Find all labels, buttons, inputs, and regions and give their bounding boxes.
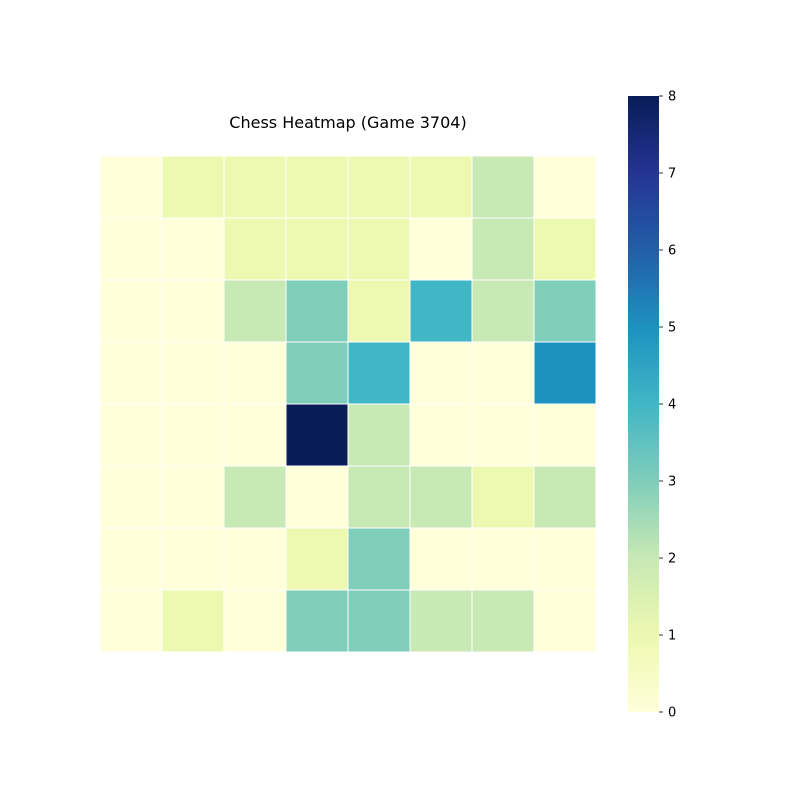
chart-title: Chess Heatmap (Game 3704) bbox=[229, 113, 466, 132]
heatmap-cell-r1-c0 bbox=[99, 217, 163, 281]
heatmap-cell-r3-c3 bbox=[285, 341, 349, 405]
heatmap-cell-r6-c6 bbox=[471, 527, 535, 591]
heatmap-cells bbox=[99, 155, 597, 653]
heatmap-cell-r0-c2 bbox=[223, 155, 287, 219]
colorbar-tick-label: 0 bbox=[668, 706, 676, 721]
heatmap-cell-r6-c2 bbox=[223, 527, 287, 591]
heatmap-cell-r7-c1 bbox=[161, 589, 225, 653]
heatmap-cell-r2-c3 bbox=[285, 279, 349, 343]
heatmap-cell-r1-c1 bbox=[161, 217, 225, 281]
colorbar-tick-label: 4 bbox=[668, 398, 676, 413]
heatmap-cell-r3-c4 bbox=[347, 341, 411, 405]
heatmap-cell-r3-c0 bbox=[99, 341, 163, 405]
heatmap-cell-r6-c7 bbox=[533, 527, 597, 591]
heatmap-cell-r1-c6 bbox=[471, 217, 535, 281]
heatmap-cell-r5-c0 bbox=[99, 465, 163, 529]
heatmap-cell-r7-c2 bbox=[223, 589, 287, 653]
heatmap-cell-r2-c7 bbox=[533, 279, 597, 343]
heatmap-cell-r2-c6 bbox=[471, 279, 535, 343]
heatmap-cell-r7-c3 bbox=[285, 589, 349, 653]
colorbar-ticks: 0 1 2 3 4 5 6 7 8 bbox=[659, 90, 676, 721]
colorbar-tick-label: 5 bbox=[668, 321, 676, 336]
heatmap-cell-r5-c3 bbox=[285, 465, 349, 529]
colorbar-tick-label: 2 bbox=[668, 552, 676, 567]
heatmap-cell-r7-c5 bbox=[409, 589, 473, 653]
heatmap-cell-r4-c3 bbox=[285, 403, 349, 467]
heatmap-cell-r1-c4 bbox=[347, 217, 411, 281]
heatmap-cell-r3-c7 bbox=[533, 341, 597, 405]
heatmap-cell-r2-c0 bbox=[99, 279, 163, 343]
heatmap-cell-r5-c4 bbox=[347, 465, 411, 529]
heatmap-cell-r2-c5 bbox=[409, 279, 473, 343]
heatmap-cell-r0-c1 bbox=[161, 155, 225, 219]
heatmap-cell-r4-c2 bbox=[223, 403, 287, 467]
heatmap-cell-r0-c6 bbox=[471, 155, 535, 219]
heatmap-cell-r6-c1 bbox=[161, 527, 225, 591]
heatmap-cell-r6-c4 bbox=[347, 527, 411, 591]
heatmap-cell-r2-c4 bbox=[347, 279, 411, 343]
heatmap-cell-r7-c4 bbox=[347, 589, 411, 653]
heatmap-cell-r1-c2 bbox=[223, 217, 287, 281]
heatmap-cell-r1-c3 bbox=[285, 217, 349, 281]
heatmap-cell-r3-c2 bbox=[223, 341, 287, 405]
heatmap-cell-r4-c6 bbox=[471, 403, 535, 467]
heatmap-cell-r4-c0 bbox=[99, 403, 163, 467]
heatmap-cell-r7-c7 bbox=[533, 589, 597, 653]
heatmap-cell-r0-c3 bbox=[285, 155, 349, 219]
heatmap-cell-r5-c6 bbox=[471, 465, 535, 529]
colorbar-tick-label: 1 bbox=[668, 629, 676, 644]
heatmap-cell-r6-c3 bbox=[285, 527, 349, 591]
heatmap-cell-r0-c4 bbox=[347, 155, 411, 219]
heatmap-cell-r6-c5 bbox=[409, 527, 473, 591]
heatmap-cell-r6-c0 bbox=[99, 527, 163, 591]
heatmap-cell-r5-c5 bbox=[409, 465, 473, 529]
heatmap-cell-r3-c5 bbox=[409, 341, 473, 405]
colorbar-tick-label: 6 bbox=[668, 244, 676, 259]
heatmap-cell-r5-c7 bbox=[533, 465, 597, 529]
heatmap-cell-r1-c7 bbox=[533, 217, 597, 281]
heatmap-cell-r3-c6 bbox=[471, 341, 535, 405]
heatmap-cell-r5-c1 bbox=[161, 465, 225, 529]
heatmap-cell-r5-c2 bbox=[223, 465, 287, 529]
heatmap-cell-r2-c1 bbox=[161, 279, 225, 343]
heatmap-cell-r1-c5 bbox=[409, 217, 473, 281]
heatmap-cell-r4-c4 bbox=[347, 403, 411, 467]
colorbar-tick-label: 8 bbox=[668, 90, 676, 105]
heatmap-cell-r0-c5 bbox=[409, 155, 473, 219]
colorbar-tick-label: 7 bbox=[668, 167, 676, 182]
heatmap-cell-r2-c2 bbox=[223, 279, 287, 343]
heatmap-cell-r4-c1 bbox=[161, 403, 225, 467]
colorbar-tick-label: 3 bbox=[668, 475, 676, 490]
heatmap-cell-r4-c5 bbox=[409, 403, 473, 467]
heatmap-cell-r7-c6 bbox=[471, 589, 535, 653]
heatmap-cell-r3-c1 bbox=[161, 341, 225, 405]
heatmap-cell-r0-c0 bbox=[99, 155, 163, 219]
heatmap-cell-r0-c7 bbox=[533, 155, 597, 219]
heatmap-cell-r7-c0 bbox=[99, 589, 163, 653]
colorbar bbox=[628, 96, 659, 712]
heatmap-cell-r4-c7 bbox=[533, 403, 597, 467]
